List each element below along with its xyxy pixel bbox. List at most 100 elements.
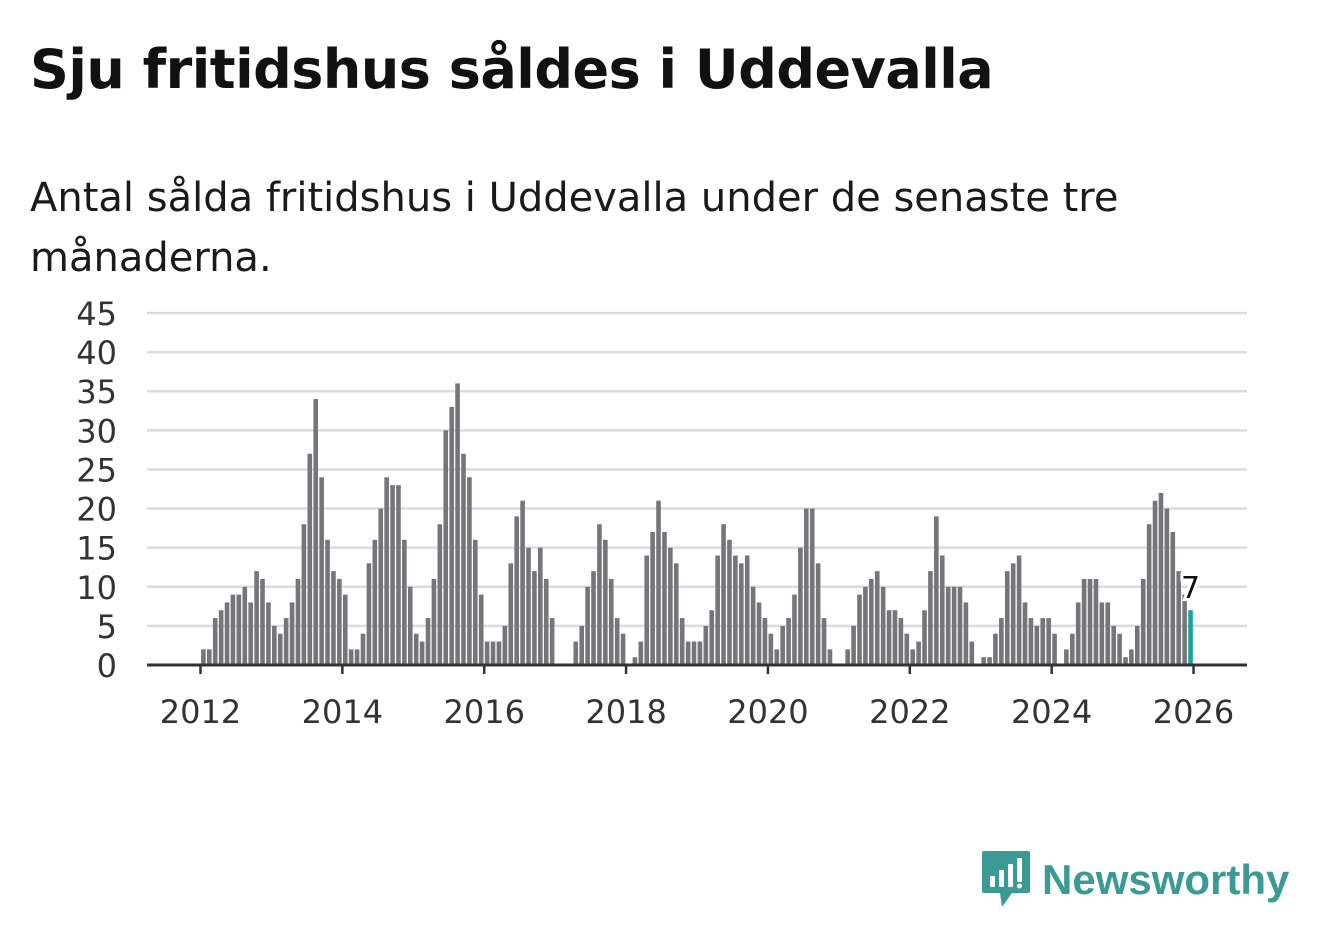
bar (461, 453, 466, 665)
bar (1069, 633, 1075, 665)
bar (1081, 578, 1087, 665)
bar (662, 532, 667, 665)
bar (455, 383, 460, 665)
bar (230, 594, 236, 665)
bar (443, 430, 449, 665)
y-tick-label: 30 (76, 412, 117, 450)
bar (1093, 578, 1099, 665)
bar (360, 633, 366, 665)
y-tick-label: 25 (76, 451, 117, 489)
bar (886, 610, 892, 665)
bar (1158, 492, 1164, 665)
bar (413, 633, 419, 665)
bar (1105, 602, 1111, 665)
bar (289, 602, 295, 665)
brand-name: Newsworthy (1042, 856, 1290, 903)
bar (331, 571, 336, 665)
bar (733, 555, 738, 665)
bar (549, 618, 555, 665)
bar (821, 618, 827, 665)
bar (703, 625, 709, 665)
x-tick-label: 2018 (585, 693, 666, 731)
x-tick-label: 2024 (1011, 693, 1092, 731)
bar (307, 453, 313, 665)
bar (685, 641, 691, 665)
bar (603, 539, 608, 665)
bar (951, 586, 957, 665)
bar (1052, 633, 1057, 665)
bar (644, 555, 650, 665)
bar (614, 618, 620, 665)
y-tick-label: 10 (76, 569, 117, 607)
y-tick-label: 15 (76, 530, 117, 568)
bar (774, 649, 780, 665)
bar (1182, 594, 1187, 665)
bar (242, 586, 248, 665)
bar (543, 578, 549, 665)
x-tick-label: 2020 (727, 693, 808, 731)
bar (945, 586, 951, 665)
bar (473, 539, 478, 665)
bar (963, 602, 969, 665)
y-tick-label: 20 (76, 491, 117, 529)
bar (372, 539, 378, 665)
bar (1146, 524, 1152, 665)
bar (750, 586, 756, 665)
bar (354, 649, 360, 665)
bar (478, 594, 484, 665)
bar (709, 610, 715, 665)
bar (366, 563, 372, 665)
bar (301, 524, 307, 665)
bar (585, 586, 590, 665)
bar (597, 524, 602, 665)
bar (738, 563, 744, 665)
bar (449, 406, 454, 665)
bar (999, 618, 1004, 665)
bar (987, 657, 992, 665)
bar (638, 641, 644, 665)
bar (668, 547, 673, 665)
bar (721, 524, 726, 665)
bar (1028, 618, 1034, 665)
bar (869, 578, 874, 665)
bar (786, 618, 791, 665)
bar (1129, 649, 1134, 665)
bar (1004, 571, 1010, 665)
bar (390, 485, 395, 665)
bar (1152, 500, 1158, 665)
bar (348, 649, 354, 665)
y-tick-label: 35 (76, 373, 117, 411)
bar (928, 571, 933, 665)
bar (1046, 618, 1051, 665)
bar (248, 602, 253, 665)
bar (396, 485, 401, 665)
bar (1075, 602, 1081, 665)
bar (809, 508, 815, 665)
bar (573, 641, 579, 665)
bar (283, 618, 289, 665)
bar (1087, 578, 1093, 665)
bar (1016, 555, 1022, 665)
bar (804, 508, 809, 665)
bar (342, 594, 348, 665)
bar (1022, 602, 1028, 665)
bar (224, 602, 230, 665)
bar (502, 625, 508, 665)
bar (981, 657, 986, 665)
bar (1010, 563, 1016, 665)
bar (892, 610, 898, 665)
bar (425, 618, 431, 665)
bar (874, 571, 880, 665)
bar (650, 532, 655, 665)
bar (934, 516, 939, 665)
bar (1164, 508, 1170, 665)
bar (538, 547, 543, 665)
bar (857, 594, 862, 665)
bar (620, 633, 626, 665)
bar (993, 633, 998, 665)
bar (880, 586, 886, 665)
bar (656, 500, 661, 665)
bar (526, 547, 531, 665)
bar (218, 610, 224, 665)
